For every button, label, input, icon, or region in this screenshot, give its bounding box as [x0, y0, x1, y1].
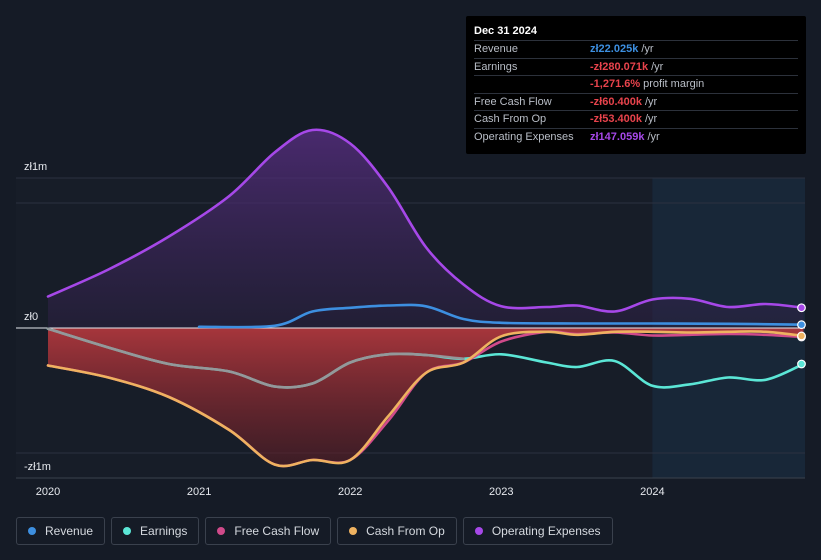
- y-label-top: zł1m: [24, 161, 47, 173]
- legend-dot-icon: [349, 527, 358, 535]
- tooltip-row-label: Operating Expenses: [474, 130, 574, 143]
- tooltip-row: Cash From Op -zł53.400k/yr: [474, 111, 798, 129]
- tooltip-row-label: Earnings: [474, 60, 518, 73]
- legend: Revenue Earnings Free Cash Flow Cash From O…: [16, 517, 613, 545]
- legend-dot-icon: [28, 527, 36, 535]
- x-axis-ticks: 2020 2021 2022 2023 2024: [36, 486, 665, 498]
- legend-label: Operating Expenses: [491, 524, 601, 538]
- tooltip-row-label: Free Cash Flow: [474, 95, 552, 108]
- tooltip: Dec 31 2024 Revenue zł22.025k/yr Earnings -…: [466, 16, 806, 154]
- y-label-zero: zł0: [24, 311, 38, 323]
- tooltip-row-unit: /yr: [644, 95, 658, 108]
- legend-item-earnings[interactable]: Earnings: [111, 517, 200, 545]
- x-tick-label-2021: 2021: [187, 486, 211, 498]
- tooltip-row: -1,271.6% profit margin: [474, 76, 798, 94]
- legend-label: Free Cash Flow: [234, 524, 320, 538]
- tooltip-row-value: -zł60.400k: [590, 95, 642, 108]
- tooltip-row: Free Cash Flow -zł60.400k/yr: [474, 94, 798, 111]
- tooltip-row: Operating Expenses zł147.059k/yr: [474, 129, 798, 146]
- legend-dot-icon: [474, 527, 483, 535]
- tooltip-rows: Revenue zł22.025k/yr Earnings -zł280.071k/y…: [474, 41, 798, 145]
- opex-area: [48, 129, 804, 328]
- series-lines: [16, 128, 805, 468]
- x-tick-label-2020: 2020: [36, 486, 60, 498]
- legend-dot-icon: [123, 527, 132, 535]
- tooltip-row-value: zł22.025k: [590, 43, 639, 55]
- tooltip-row-unit: profit margin: [643, 78, 705, 90]
- y-label-bottom: -zł1m: [24, 461, 51, 473]
- chart-area: zł1m zł0 -zł1m 2020 2021 2022 2023 2024: [16, 128, 806, 498]
- cfo-end-dot: [797, 331, 806, 341]
- tooltip-row-value: -zł280.071k: [590, 60, 649, 73]
- legend-item-cash-from-op[interactable]: Cash From Op: [337, 517, 457, 545]
- revenue-line: [197, 303, 805, 329]
- tooltip-row: Revenue zł22.025k/yr: [474, 41, 798, 59]
- legend-item-operating-expenses[interactable]: Operating Expenses: [462, 517, 613, 545]
- legend-label: Earnings: [140, 524, 188, 538]
- legend-item-revenue[interactable]: Revenue: [16, 517, 106, 545]
- series-areas: [48, 129, 804, 467]
- legend-label: Revenue: [45, 524, 94, 538]
- cash-from-op-area: [48, 328, 804, 467]
- legend-dot-icon: [217, 527, 226, 535]
- tooltip-row-value: -zł53.400k: [590, 113, 642, 125]
- x-tick-label-2022: 2022: [338, 486, 362, 498]
- tooltip-row-label: [474, 76, 590, 93]
- x-tick-label-2024: 2024: [640, 486, 664, 498]
- earnings-history-line: [46, 327, 465, 389]
- tooltip-row: Earnings -zł280.071k/yr: [474, 59, 798, 76]
- legend-label: Cash From Op: [366, 524, 445, 538]
- opex-end-dot: [797, 303, 806, 313]
- opex-line: [46, 128, 805, 313]
- tooltip-row-label: Revenue: [474, 43, 519, 55]
- series-end-dots: [797, 303, 806, 369]
- earnings-end-dot: [797, 359, 806, 369]
- tooltip-row-value: zł147.059k: [590, 130, 645, 143]
- cfo-line: [46, 330, 805, 468]
- tooltip-row-unit: /yr: [647, 130, 660, 143]
- x-tick-label-2023: 2023: [489, 486, 513, 498]
- tooltip-date: Dec 31 2024: [474, 23, 798, 41]
- legend-item-free-cash-flow[interactable]: Free Cash Flow: [205, 517, 332, 545]
- tooltip-row-unit: /yr: [651, 60, 664, 73]
- revenue-end-dot: [797, 320, 806, 330]
- tooltip-row-value: -1,271.6%: [590, 78, 641, 90]
- tooltip-row-label: Cash From Op: [474, 113, 547, 125]
- tooltip-row-unit: /yr: [641, 43, 654, 55]
- tooltip-row-unit: /yr: [644, 113, 658, 125]
